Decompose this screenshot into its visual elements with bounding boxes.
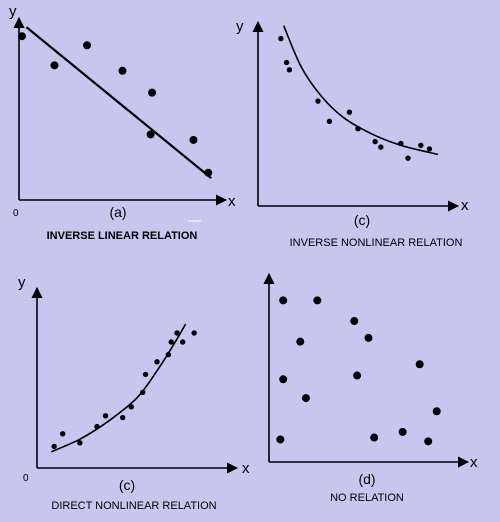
panel-b-data-point [355,126,361,132]
panel-b-data-point [278,35,284,42]
panel-a-trend-line [25,26,212,180]
panel-c-trend-curve [50,323,187,453]
panel-inverse-nonlinear: y x (c) INVERSE NONLINEAR RELATION [236,18,469,249]
panel-c-data-point [140,389,146,396]
panel-d-data-point [415,360,424,369]
panel-d-data-point [350,317,359,325]
panel-d-data-point [364,333,373,342]
panel-c-data-point [102,413,109,419]
panel-b-tag: (c) [354,212,370,228]
panel-a-data-point [204,168,213,177]
panel-b-data-point [326,118,333,125]
panel-a-plot [17,26,213,180]
panel-direct-nonlinear: y x 0 (c) DIRECT NONLINEAR RELATION [18,274,250,512]
panel-inverse-linear: y x 0 (a) INVERSE LINEAR RELATION [9,3,236,242]
panel-d-data-point [432,407,441,416]
panel-c-data-point [165,351,172,358]
panel-c-y-label: y [18,274,26,291]
panel-c-origin-label: 0 [23,473,29,484]
panel-c-data-point [77,440,83,446]
panel-b-data-point [286,67,293,73]
panel-b-data-point [372,138,378,145]
panel-a-tag: (a) [109,204,126,220]
panel-d-data-point [301,394,310,403]
panel-c-data-point [94,423,100,430]
panel-c-data-point [168,339,174,345]
panel-a-x-label: x [228,193,236,210]
panel-c-data-point [120,414,126,421]
panel-d-plot [276,296,441,446]
panel-d-data-point [398,427,407,436]
panel-d-data-point [279,375,288,384]
panel-d-data-point [370,433,379,442]
panel-d-data-point [296,337,305,346]
panel-c-data-point [191,330,197,336]
panel-b-trend-curve [282,25,439,156]
panel-d-data-point [276,435,285,444]
panel-c-tag: (c) [119,477,135,493]
panel-c-data-point [128,404,134,410]
panel-c-plot [50,323,197,453]
panel-b-x-label: x [461,197,469,214]
panel-a-caption: INVERSE LINEAR RELATION [47,230,198,242]
panel-c-data-point [142,371,149,378]
panel-d-data-point [353,371,362,380]
panel-d-data-point [424,437,433,446]
panel-b-y-label: y [236,18,244,35]
panel-b-data-point [405,155,411,161]
panel-b-plot [278,25,439,161]
panel-d-data-point [313,296,322,305]
panel-b-data-point [346,109,353,115]
panel-d-data-point [279,296,288,305]
panel-a-origin-label: 0 [13,208,19,219]
panel-b-data-point [398,140,404,147]
panel-c-caption: DIRECT NONLINEAR RELATION [51,500,216,512]
panel-a-data-point [118,66,127,75]
panel-c-x-label: x [242,460,250,477]
panel-a-data-point [146,130,155,139]
panel-b-data-point [418,142,424,148]
panel-c-data-point [180,339,186,345]
panel-d-caption: NO RELATION [330,492,404,504]
panel-d-x-label: x [470,454,478,471]
panel-b-data-point [426,146,433,152]
panel-no-relation: x (d) NO RELATION [263,272,478,504]
panel-a-data-point [83,41,92,50]
panel-b-data-point [283,59,290,66]
panel-a-y-label: y [9,3,17,20]
panel-b-caption: INVERSE NONLINEAR RELATION [290,237,463,249]
panel-c-data-point [51,443,57,450]
panel-c-data-point [60,431,66,437]
panel-b-data-point [315,98,321,104]
panel-a-data-point [148,88,157,97]
panel-d-tag: (d) [358,471,375,487]
panel-c-data-point [154,359,160,365]
panel-a-data-point [50,61,59,70]
panel-c-data-point [174,330,180,336]
panel-a-data-point [17,32,26,41]
panel-b-data-point [378,144,384,150]
panel-a-data-point [189,135,198,144]
